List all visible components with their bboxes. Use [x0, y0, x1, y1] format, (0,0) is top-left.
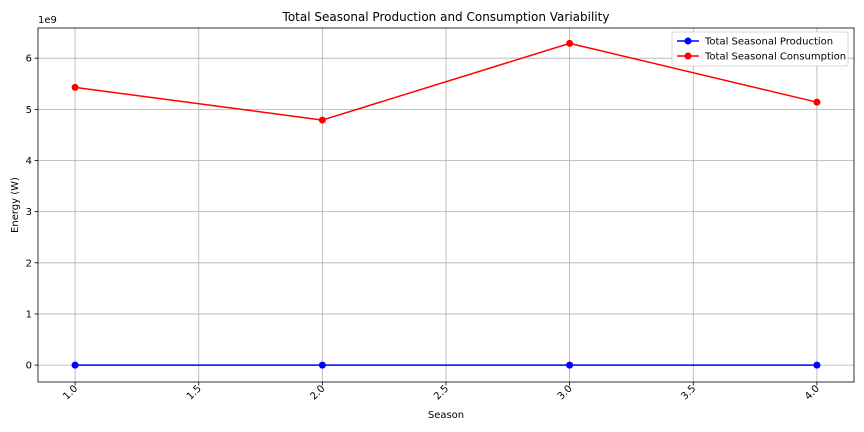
data-point-total-seasonal-production — [813, 361, 821, 369]
data-point-total-seasonal-consumption — [566, 39, 574, 47]
y-tick-label: 5 — [26, 105, 32, 116]
legend-entry-consumption: Total Seasonal Consumption — [677, 52, 846, 63]
x-tick-label: 1.5 — [185, 383, 204, 402]
y-tick-label: 1 — [26, 309, 32, 320]
y-axis-label: Energy (W) — [10, 177, 21, 233]
series-line-total-seasonal-consumption — [74, 42, 818, 121]
x-tick-label: 2.5 — [432, 383, 451, 402]
legend: Total Seasonal Production Total Seasonal… — [671, 31, 849, 67]
y-tick-label: 0 — [26, 361, 32, 372]
data-point-total-seasonal-production — [71, 361, 79, 369]
chart-title: Total Seasonal Production and Consumptio… — [282, 10, 610, 24]
x-tick-label: 1.0 — [61, 383, 80, 402]
data-point-total-seasonal-production — [318, 361, 326, 369]
x-tick-label: 2.0 — [308, 383, 327, 402]
legend-marker-consumption — [684, 52, 692, 60]
legend-label-production: Total Seasonal Production — [704, 37, 833, 48]
x-tick-label: 3.0 — [556, 383, 575, 402]
data-point-total-seasonal-production — [566, 361, 574, 369]
legend-label-consumption: Total Seasonal Consumption — [704, 52, 846, 63]
x-tick-label: 4.0 — [803, 383, 822, 402]
y-offset-label: 1e9 — [38, 15, 57, 26]
legend-box — [671, 31, 849, 67]
x-tick-label: 3.5 — [679, 383, 698, 402]
data-point-total-seasonal-consumption — [318, 116, 326, 124]
y-tick-label: 6 — [26, 54, 32, 65]
data-point-total-seasonal-consumption — [71, 83, 79, 91]
legend-entry-production: Total Seasonal Production — [677, 37, 833, 48]
y-tick-label: 3 — [26, 207, 32, 218]
series-layer — [71, 39, 821, 369]
y-tick-label: 2 — [26, 258, 32, 269]
y-tick-label: 4 — [26, 156, 32, 167]
x-axis-label: Season — [428, 410, 464, 421]
legend-marker-production — [684, 37, 692, 45]
data-point-total-seasonal-consumption — [813, 98, 821, 106]
y-axis-ticks: 0 1 2 3 4 5 6 — [26, 54, 38, 372]
x-axis-ticks: 1.0 1.5 2.0 2.5 3.0 3.5 4.0 — [61, 382, 822, 402]
